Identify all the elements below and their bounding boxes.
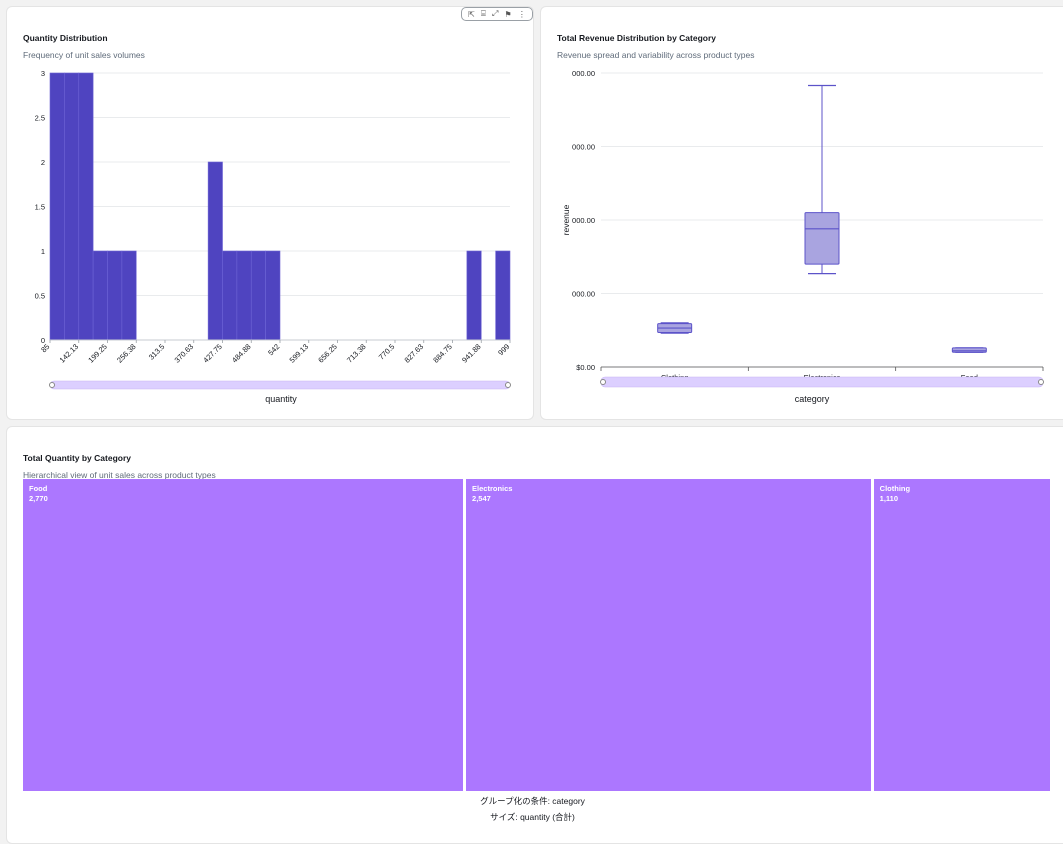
histogram-bar <box>121 250 137 341</box>
treemap-group-label: グループ化の条件: category <box>480 796 585 806</box>
histogram-bar <box>250 250 266 341</box>
box-iqr <box>804 212 840 265</box>
histogram-card: ⇱ ⌸ ⤢ ⚑ ⋮ Quantity Distribution Frequenc… <box>6 6 534 420</box>
treemap-title: Total Quantity by Category <box>23 453 131 463</box>
y-tick-label: 2 <box>41 158 45 167</box>
histogram-bar <box>236 250 252 341</box>
treemap-cell-value: 1,110 <box>879 494 899 503</box>
x-tick-label: 770.5 <box>377 342 397 362</box>
scrollbar-handle-right <box>505 382 511 388</box>
y-tick-label: 000.00 <box>572 216 595 225</box>
x-scrollbar <box>49 380 511 390</box>
x-tick-label: 370.63 <box>173 342 196 365</box>
treemap-cell-label: Food <box>29 484 48 493</box>
histogram-bar <box>49 72 65 341</box>
x-tick-label: 142.13 <box>58 342 81 365</box>
histogram-bar <box>466 250 482 341</box>
histogram-bar <box>64 72 80 341</box>
x-tick-label: 427.75 <box>201 342 224 365</box>
treemap-cell-label: Clothing <box>879 484 911 493</box>
more-icon[interactable]: ⋮ <box>517 9 526 19</box>
scrollbar-handle-left <box>600 379 606 385</box>
x-tick-label: 256.38 <box>115 342 138 365</box>
histogram-bar <box>207 161 223 341</box>
y-tick-label: 3 <box>41 69 45 78</box>
y-tick-label: 2.5 <box>35 114 45 123</box>
boxplot-subtitle: Revenue spread and variability across pr… <box>557 50 755 60</box>
flag-icon[interactable]: ⚑ <box>504 9 512 19</box>
expand-icon[interactable]: ⤢ <box>491 9 499 18</box>
x-tick-label: 999 <box>496 342 511 357</box>
x-scrollbar <box>600 376 1044 388</box>
y-tick-label: $0.00 <box>576 363 595 372</box>
treemap-cell-value: 2,547 <box>472 494 491 503</box>
y-tick-label: 0 <box>41 336 45 345</box>
treemap-subtitle: Hierarchical view of unit sales across p… <box>23 470 216 480</box>
filter-icon[interactable]: ⌸ <box>480 9 486 18</box>
pin-icon[interactable]: ⇱ <box>468 9 475 19</box>
histogram-bar <box>495 250 511 341</box>
treemap-chart: Food 2,770 Electronics 2,547 Clothing 1,110 <box>23 479 1050 791</box>
box-iqr <box>951 347 987 353</box>
x-tick-label: 599.13 <box>288 342 311 365</box>
x-tick-label: 656.25 <box>316 342 339 365</box>
treemap-cell-food[interactable]: Food 2,770 <box>23 479 464 791</box>
treemap-cell-clothing[interactable]: Clothing 1,110 <box>873 479 1050 791</box>
x-tick-label: 941.88 <box>460 342 483 365</box>
y-tick-label: 000.00 <box>572 143 595 152</box>
y-tick-label: 1 <box>41 247 45 256</box>
histogram-bar <box>107 250 123 341</box>
boxplot-title: Total Revenue Distribution by Category <box>557 33 717 43</box>
treemap-card: Total Quantity by Category Hierarchical … <box>6 426 1063 844</box>
x-tick-label: 713.38 <box>345 342 368 365</box>
y-tick-label: 1.5 <box>35 203 45 212</box>
y-axis-label: revenue <box>561 204 571 235</box>
x-tick-label: 484.88 <box>230 342 253 365</box>
histogram-bar <box>222 250 238 341</box>
x-tick-label: 542 <box>266 342 281 357</box>
histogram-bar <box>92 250 108 341</box>
boxplot-card: Total Revenue Distribution by Category R… <box>540 6 1063 420</box>
x-axis-label: quantity <box>265 394 297 404</box>
x-tick-label: 313.5 <box>147 342 167 362</box>
visual-toolbar: ⇱ ⌸ ⤢ ⚑ ⋮ <box>461 7 533 21</box>
y-tick-label: 0.5 <box>35 292 45 301</box>
boxplot-chart: $0.00000.00000.00000.00000.00revenueClot… <box>561 69 1044 404</box>
histogram-title: Quantity Distribution <box>23 33 108 43</box>
y-tick-label: 000.00 <box>572 290 595 299</box>
scrollbar-handle-left <box>49 382 55 388</box>
histogram-bar <box>265 250 281 341</box>
x-axis-label: category <box>795 394 830 404</box>
x-tick-label: 827.63 <box>403 342 426 365</box>
x-tick-label: 884.75 <box>431 342 454 365</box>
treemap-cell-label: Electronics <box>472 484 513 493</box>
y-tick-label: 000.00 <box>572 69 595 78</box>
histogram-subtitle: Frequency of unit sales volumes <box>23 50 145 60</box>
treemap-size-label: サイズ: quantity (合計) <box>490 812 575 822</box>
histogram-bar <box>78 72 94 341</box>
treemap-cell-value: 2,770 <box>29 494 48 503</box>
x-tick-label: 199.25 <box>86 342 109 365</box>
treemap-cell-electronics[interactable]: Electronics 2,547 <box>466 479 871 791</box>
scrollbar-handle-right <box>1038 379 1044 385</box>
